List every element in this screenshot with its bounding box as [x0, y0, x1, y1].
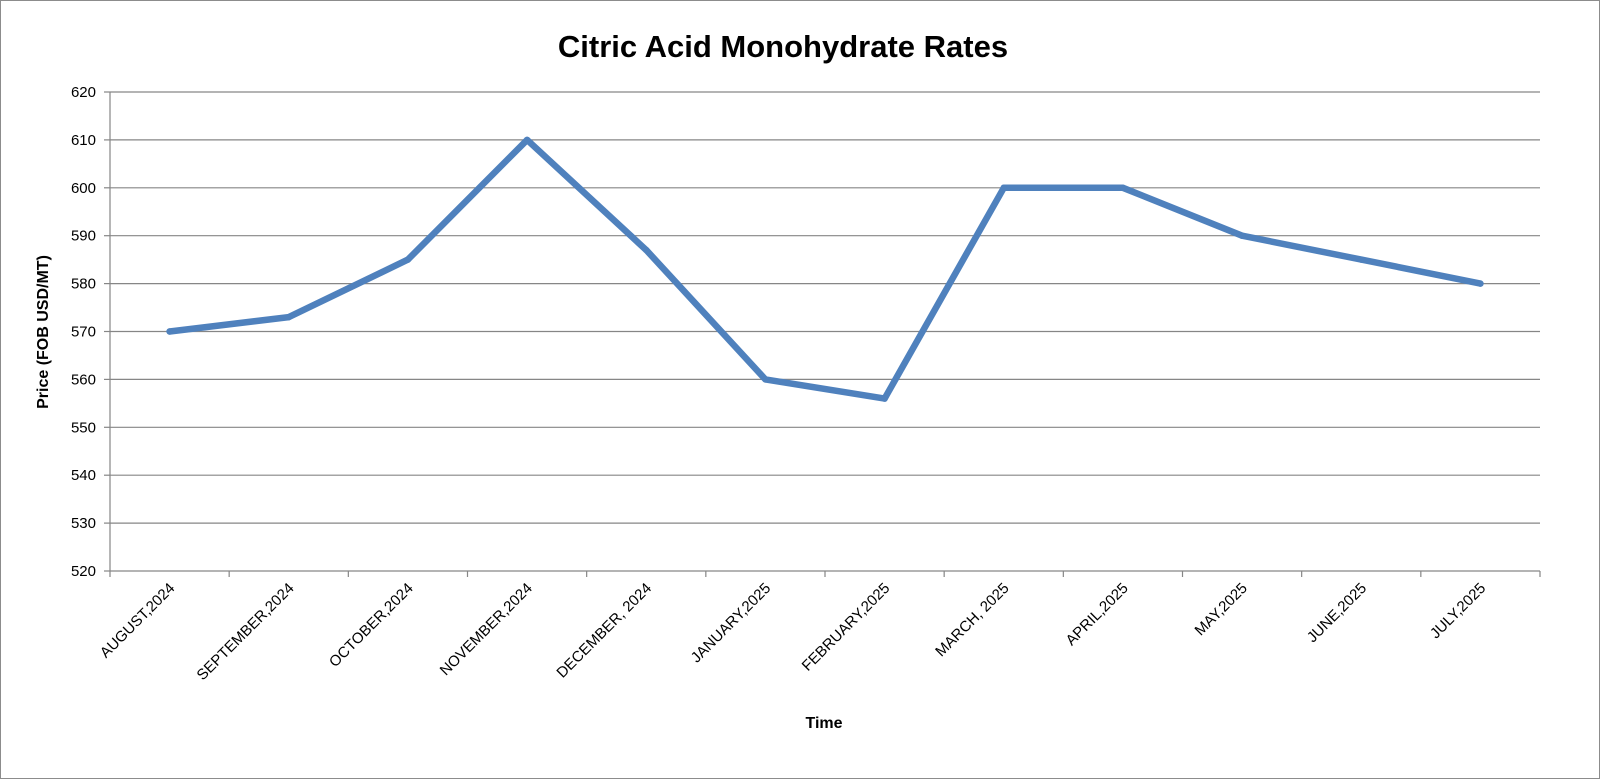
y-tick-label: 520 [71, 563, 96, 580]
x-tick-label: MARCH, 2025 [932, 580, 1012, 660]
y-tick-label: 580 [71, 276, 96, 293]
data-point [1119, 184, 1127, 191]
y-tick-label: 560 [71, 371, 96, 388]
x-tick-label: FEBRUARY,2025 [799, 580, 894, 675]
data-point [404, 256, 412, 263]
x-tick-label: JULY,2025 [1427, 580, 1489, 642]
y-tick-labels: 520 530 540 550 560 570 580 590 600 610 620 [71, 84, 96, 580]
data-point [1477, 280, 1484, 287]
y-axis-title: Price (FOB USD/MT) [35, 255, 52, 409]
y-tick-label: 550 [71, 419, 96, 436]
y-tick-label: 620 [71, 84, 96, 101]
data-point [523, 136, 531, 144]
data-point [762, 376, 769, 383]
y-tick-label: 570 [71, 324, 96, 341]
x-tick-label: JUNE,2025 [1304, 580, 1370, 646]
x-tick-label: OCTOBER,2024 [326, 580, 417, 671]
data-point [166, 328, 173, 335]
y-tick-label: 530 [71, 515, 96, 532]
y-tick-label: 540 [71, 467, 96, 484]
x-tick-label: JANUARY,2025 [688, 580, 775, 667]
x-axis-title: Time [805, 715, 842, 732]
y-tick-label: 590 [71, 228, 96, 245]
data-point [1000, 184, 1007, 191]
x-tick-label: MAY,2025 [1192, 580, 1251, 639]
data-point [643, 246, 650, 254]
axes [104, 91, 1541, 577]
data-point [1238, 232, 1246, 239]
data-point [1358, 256, 1365, 263]
x-tick-labels: AUGUST,2024 SEPTEMBER,2024 OCTOBER,2024 NOV… [97, 580, 1489, 684]
x-tick-label: DECEMBER, 2024 [553, 580, 655, 682]
series-line [166, 136, 1484, 402]
chart-title: Citric Acid Monohydrate Rates [558, 29, 1008, 64]
y-tick-label: 610 [71, 132, 96, 149]
data-point [285, 313, 292, 321]
y-tick-label: 600 [71, 180, 96, 197]
gridlines [110, 91, 1540, 524]
x-tick-label: APRIL,2025 [1063, 580, 1132, 649]
x-tick-label: NOVEMBER,2024 [437, 580, 536, 679]
x-tick-label: AUGUST,2024 [97, 580, 179, 662]
series-layer [166, 136, 1484, 402]
data-point [881, 395, 888, 402]
x-tick-label: SEPTEMBER,2024 [194, 580, 298, 684]
